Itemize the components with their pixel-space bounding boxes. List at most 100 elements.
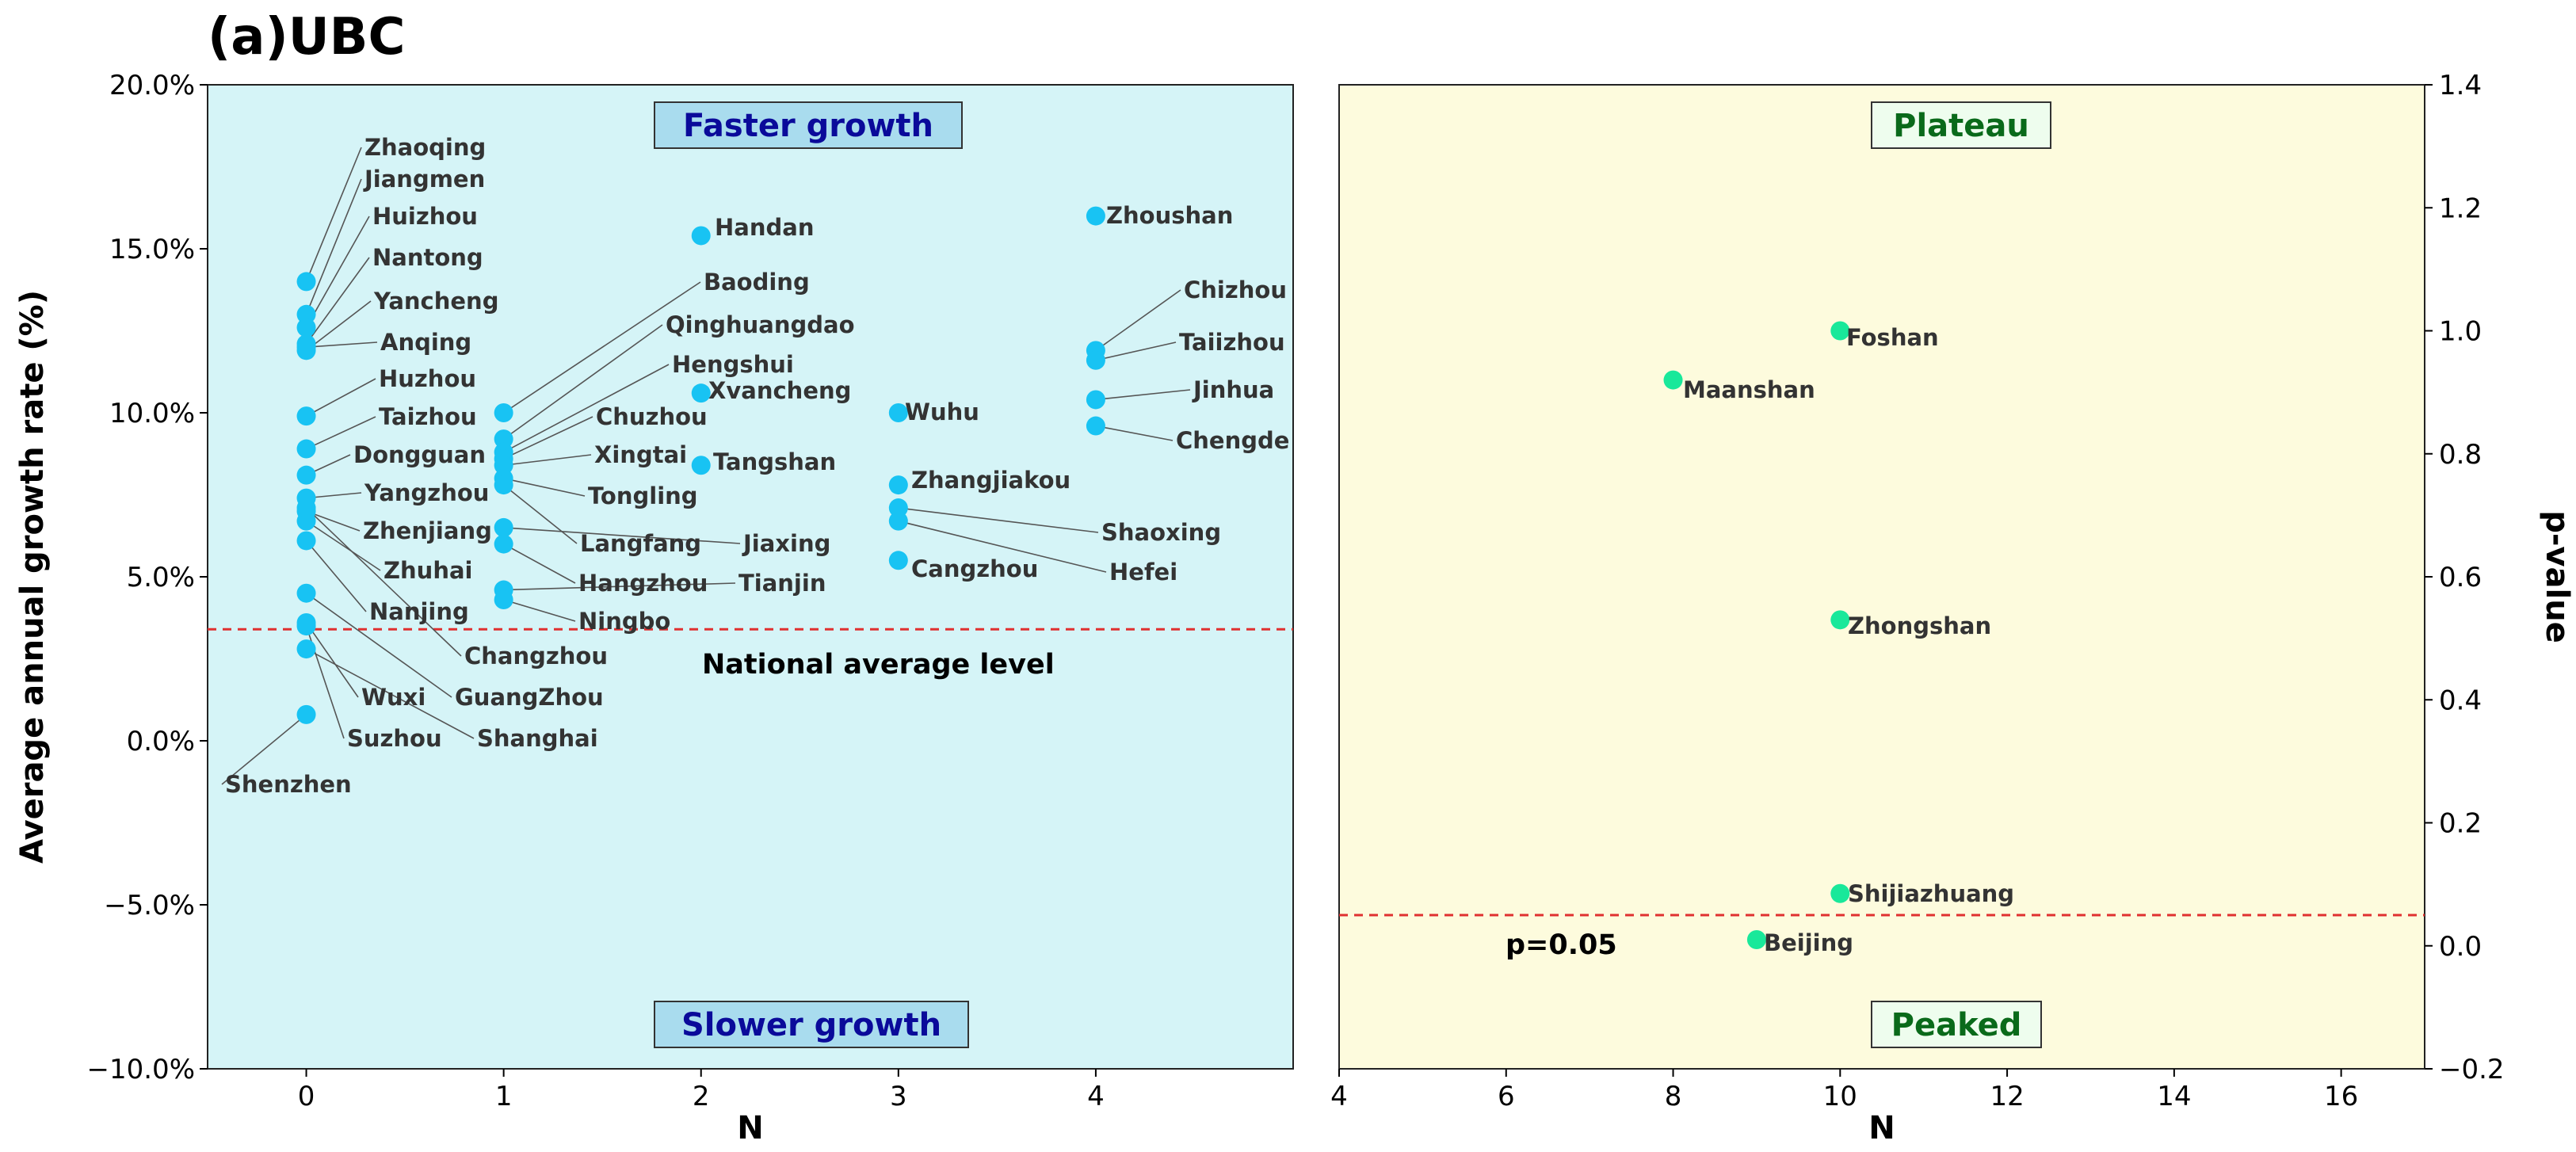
right-x-tick-label: 8 [1665,1081,1682,1112]
point-xingtai [494,456,513,475]
point-shanghai [296,639,316,659]
label-wuxi: Wuxi [361,684,426,711]
leader-line-shaoxing [898,507,1099,533]
leader-line-hefei [898,520,1107,573]
right-y-tick-label: 1.4 [2439,70,2482,101]
label-zhaoqing: Zhaoqing [364,134,486,161]
leader-line-ningbo [503,599,576,622]
label-shijiazhuang: Shijiazhuang [1848,880,2014,907]
label-jiaxing: Jiaxing [742,530,830,557]
leader-line-jiangmen [305,178,362,315]
left-y-tick-label: 10.0% [109,398,195,429]
label-yangzhou: Yangzhou [364,479,489,506]
point-handan [691,226,711,246]
plateau-box: Plateau [1871,101,2051,149]
leader-line-chuzhou [503,416,593,460]
point-zhaoqing [296,272,316,292]
label-maanshan: Maanshan [1683,376,1815,403]
point-dongguan [296,465,316,485]
point-zhoushan [1086,206,1105,226]
label-guangzhou: GuangZhou [455,684,604,711]
point-baoding [494,403,513,422]
leader-line-qinghuangdao [503,324,663,440]
leader-line-huzhou [306,378,376,417]
left-x-tick-label: 0 [298,1081,315,1112]
point-jinhua [1086,390,1105,410]
leader-line-taiizhou [1095,341,1177,361]
leader-line-tianjin [503,582,736,591]
left-y-tick-label: 5.0% [127,562,195,593]
label-handan: Handan [715,214,814,241]
point-maanshan [1663,370,1683,390]
right-x-axis-label: N [1868,1110,1895,1146]
right-y-tick-label: 1.2 [2439,193,2482,224]
peaked-box-frame [1871,1001,2042,1048]
label-dongguan: Dongguan [353,441,486,468]
label-nantong: Nantong [372,244,483,271]
right-plot: 4 6 8 10 12 14 16−0.20.00.20.40.60.81.01.21.4 … [1330,70,2575,1146]
right-x-tick-label: 12 [1990,1081,2024,1112]
right-y-tick-label: 1.0 [2439,316,2482,348]
right-data-marks: Foshan Maanshan Zhongshan Shijiazhuang Beiji… [1663,321,2014,956]
point-changzhou [296,498,316,518]
label-chuzhou: Chuzhou [596,403,708,430]
point-hefei [888,511,908,531]
right-y-tick-label: 0.8 [2439,439,2482,471]
leader-line-taizhou [306,416,376,450]
leader-line-yancheng [306,300,372,351]
leader-line-jiaxing [503,527,741,544]
right-y-axis-label: p-value [2539,510,2575,643]
label-zhongshan: Zhongshan [1848,612,1991,639]
label-chizhou: Chizhou [1184,277,1287,303]
leader-line-hengshui [503,364,670,453]
leader-line-baoding [503,281,701,414]
label-ningbo: Ningbo [578,608,670,635]
leader-line-shanghai [306,648,475,739]
left-y-tick-label: −5.0% [104,890,195,921]
label-changzhou: Changzhou [464,643,608,669]
label-huizhou: Huizhou [372,203,478,230]
left-x-tick-label: 4 [1087,1081,1105,1112]
left-y-tick-label: 15.0% [109,234,195,265]
right-y-tick-label: −0.2 [2439,1054,2505,1085]
leader-line-chengde [1095,425,1174,441]
right-axis-ticks: 4 6 8 10 12 14 16 −0.2 0.0 0.2 0.4 0.6 0.8 1.0 1.2 1.4 [1330,70,2504,1112]
leader-line-tongling [503,478,586,497]
leader-line-wuxi [305,622,359,698]
point-taizhou [296,439,316,459]
left-x-tick-label: 3 [890,1081,907,1112]
label-huzhou: Huzhou [379,365,476,392]
faster-growth-label: Faster growth [683,108,933,144]
point-anqing [296,338,316,357]
label-xvancheng: Xvancheng [708,377,851,404]
point-shaoxing [888,498,908,518]
leader-line-anqing [306,341,378,348]
label-tianjin: Tianjin [738,570,826,597]
leader-line-zhaoqing [305,147,362,282]
leader-line-huizhou [305,216,370,328]
p-threshold-label: p=0.05 [1506,929,1617,961]
point-tangshan [691,456,711,475]
right-plot-background [1338,84,2425,1070]
label-qinghuangdao: Qinghuangdao [666,311,855,338]
point-cangzhou [888,551,908,570]
plateau-box-frame [1871,101,2051,149]
point-guangzhou [296,583,316,603]
label-beijing: Beijing [1764,929,1853,956]
peaked-label: Peaked [1891,1007,2022,1043]
left-x-tick-label: 2 [693,1081,710,1112]
left-y-tick-label: 0.0% [127,726,195,757]
point-taiizhou [1086,350,1105,370]
label-langfang: Langfang [580,530,701,557]
label-nanjing: Nanjing [369,598,469,625]
point-chengde [1086,416,1105,436]
label-tangshan: Tangshan [713,448,836,475]
label-xingtai: Xingtai [594,441,687,468]
label-hefei: Hefei [1109,559,1177,586]
label-chengde: Chengde [1176,427,1289,454]
right-x-tick-label: 16 [2324,1081,2358,1112]
point-hangzhou [494,534,513,554]
label-zhoushan: Zhoushan [1106,202,1233,229]
point-suzhou [296,616,316,636]
point-zhangjiakou [888,475,908,495]
